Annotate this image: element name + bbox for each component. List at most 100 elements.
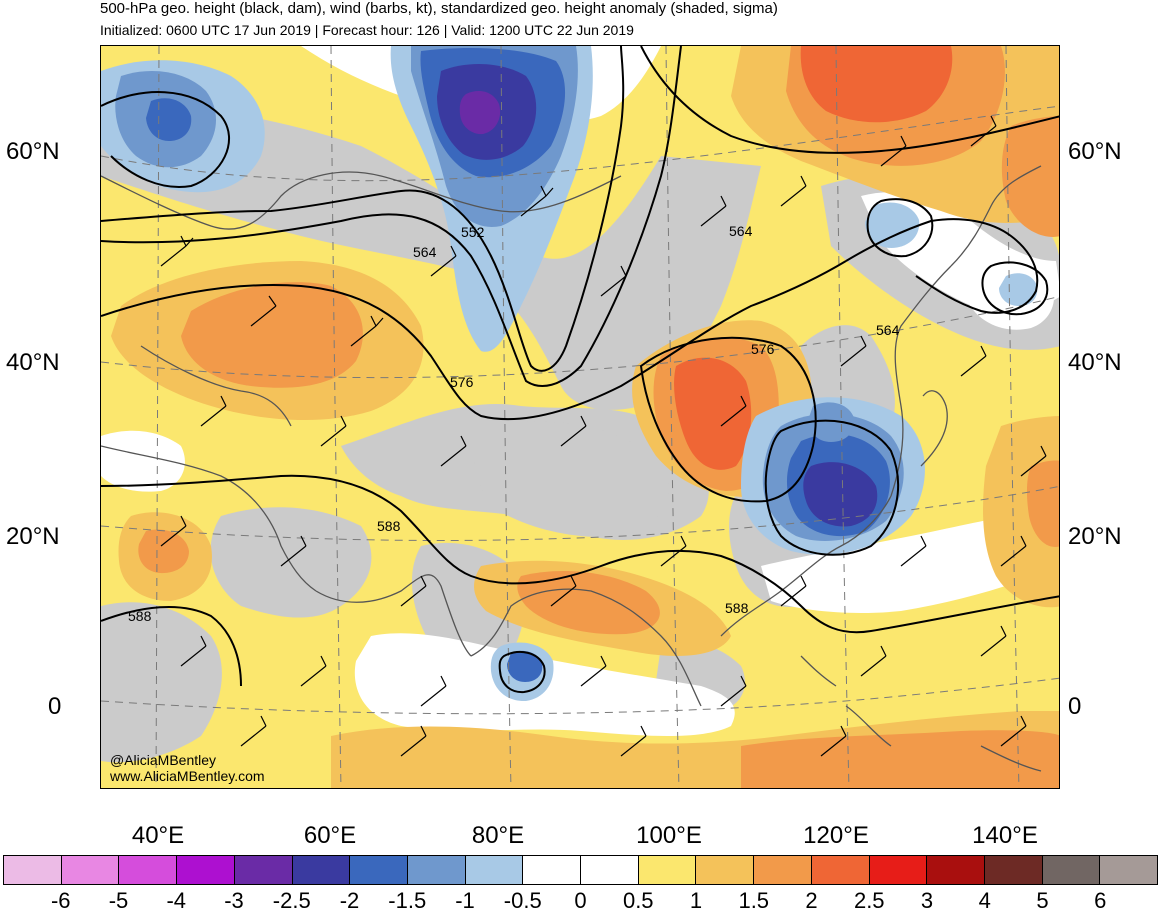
colorbar-swatch xyxy=(465,856,524,884)
colorbar-tick-label: 1.5 xyxy=(738,888,770,913)
colorbar-tick-label: 5 xyxy=(1036,888,1049,913)
colorbar-tick-label: -2.5 xyxy=(272,888,311,913)
colorbar-tick-label: 4 xyxy=(978,888,991,913)
anomaly-north-pacific-orange xyxy=(1001,116,1059,237)
colorbar-tick-label: 0.5 xyxy=(622,888,654,913)
anomaly-bengal-orange xyxy=(517,571,660,635)
coastlines xyxy=(101,165,1042,772)
anomaly-kamchatka-light-blue xyxy=(999,273,1038,306)
contour-label: 552 xyxy=(461,224,485,240)
contour-564-west xyxy=(101,46,682,387)
lat-label-40n-left: 40°N xyxy=(6,349,60,376)
anomaly-map: 552 564 576 588 564 576 564 588 588 xyxy=(101,46,1059,788)
contour-korea-ring xyxy=(764,419,899,556)
colorbar-swatch xyxy=(177,856,235,884)
contour-ring-kamchatka xyxy=(981,261,1049,316)
map-panel: 552 564 576 588 564 576 564 588 588 xyxy=(100,45,1060,789)
contour-label: 576 xyxy=(751,341,775,357)
colorbar-swatch xyxy=(350,856,408,884)
lon-label-80e: 80°E xyxy=(471,822,525,849)
contour-588-west xyxy=(101,474,1059,634)
lat-label-eq-left: 0 xyxy=(48,693,62,720)
contour-ring-india xyxy=(498,650,546,694)
contour-label: 564 xyxy=(876,322,900,338)
colorbar-tick-label: -1.5 xyxy=(388,888,427,913)
lat-label-40n-right: 40°N xyxy=(1068,349,1122,376)
contour-label: 588 xyxy=(377,518,401,534)
colorbar-swatch xyxy=(984,856,1043,884)
colorbar-tick-label: 3 xyxy=(920,888,934,913)
colorbar-swatch xyxy=(407,856,466,884)
contour-564-east xyxy=(845,218,1039,314)
lon-label-60e: 60°E xyxy=(303,822,357,849)
colorbar-tick-label: 0 xyxy=(574,888,587,913)
white-zone-east-africa xyxy=(101,430,185,492)
colorbar-swatch xyxy=(234,856,293,884)
gray-zone-west-russia xyxy=(101,96,761,410)
lat-label-20n-left: 20°N xyxy=(6,523,60,550)
anomaly-arctic-red xyxy=(800,46,953,123)
colorbar-swatch xyxy=(523,856,582,884)
colorbar-tick-label: -3 xyxy=(224,888,244,913)
lat-label-eq-right: 0 xyxy=(1068,693,1082,720)
colorbar-swatch xyxy=(696,856,755,884)
colorbar-tick-label: 2.5 xyxy=(853,888,885,913)
colorbar-swatch xyxy=(4,856,62,884)
anomaly-south-india-blue xyxy=(507,650,543,682)
gray-zone-africa xyxy=(101,602,222,763)
wind-barbs xyxy=(160,115,1047,757)
lat-label-60n-right: 60°N xyxy=(1068,138,1122,165)
colorbar-swatch xyxy=(292,856,351,884)
contour-label: 588 xyxy=(128,608,152,624)
colorbar-tick-label: -2 xyxy=(339,888,360,913)
lat-label-60n-left: 60°N xyxy=(6,138,60,165)
contour-ring-1 xyxy=(101,91,231,188)
colorbar-swatch xyxy=(927,856,985,884)
lon-label-100e: 100°E xyxy=(636,822,702,849)
gray-zone-tibet xyxy=(474,421,669,537)
colorbar-tick-label: -6 xyxy=(50,888,71,913)
anomaly-korea-dark-blue xyxy=(803,462,878,527)
contour-552 xyxy=(101,46,625,372)
anomaly-scandinavia-dark xyxy=(146,98,192,141)
colorbar-tick-label: -1 xyxy=(455,888,475,913)
lat-label-20n-right: 20°N xyxy=(1068,523,1122,550)
colorbar-swatch xyxy=(869,856,928,884)
contour-588-africa xyxy=(101,606,242,687)
colorbar-swatch xyxy=(754,856,812,884)
anomaly-siberia-purple xyxy=(459,91,501,135)
anomaly-pacific-orange-east xyxy=(1026,460,1059,547)
contour-label: 588 xyxy=(725,600,749,616)
contour-labels: 552 564 576 588 564 576 564 588 588 xyxy=(128,223,900,624)
anomaly-mongolia-red xyxy=(674,357,752,470)
anomaly-europe-orange xyxy=(181,282,363,388)
colorbar-swatch xyxy=(119,856,178,884)
lon-label-120e: 120°E xyxy=(803,822,869,849)
credit-handle: @AliciaMBentley xyxy=(110,752,217,768)
colorbar-tick-label: -5 xyxy=(108,888,129,913)
lon-label-140e: 140°E xyxy=(972,822,1038,849)
colorbar-tick-label: -0.5 xyxy=(503,888,542,913)
contour-ring-japan xyxy=(866,198,934,258)
contour-label: 564 xyxy=(413,244,437,260)
lon-label-40e: 40°E xyxy=(131,822,185,849)
anomaly-southeast-orange xyxy=(741,730,1059,788)
colorbar-tick-label: 2 xyxy=(805,888,818,913)
credit-website: www.AliciaMBentley.com xyxy=(110,768,265,784)
contour-arctic xyxy=(640,46,1059,154)
colorbar-tick-label: -4 xyxy=(166,888,187,913)
colorbar-swatch xyxy=(581,856,639,884)
colorbar-tick-label: 6 xyxy=(1094,888,1107,913)
colorbar-tick-label: 1 xyxy=(689,888,703,913)
height-contours xyxy=(101,46,1059,694)
contour-label: 564 xyxy=(729,223,753,239)
contour-mongolia-loop xyxy=(639,336,817,503)
white-zone-west-pacific xyxy=(761,511,1059,613)
gray-zone-arabia xyxy=(210,507,372,618)
chart-title: 500-hPa geo. height (black, dam), wind (… xyxy=(100,0,778,17)
anomaly-japan-sea-blue xyxy=(808,402,855,442)
colorbar-swatch xyxy=(811,856,870,884)
chart-subtitle: Initialized: 0600 UTC 17 Jun 2019 | Fore… xyxy=(100,22,634,38)
anomaly-japan-light-blue xyxy=(865,202,920,248)
contour-576 xyxy=(101,260,847,421)
